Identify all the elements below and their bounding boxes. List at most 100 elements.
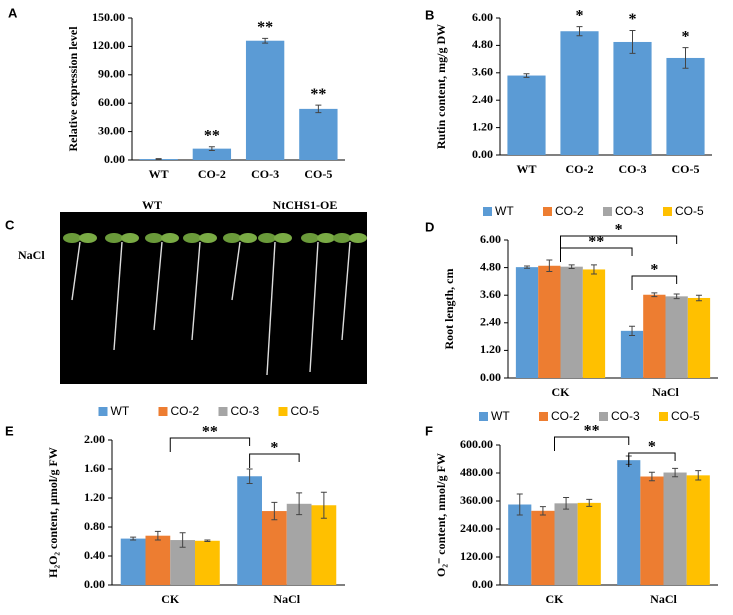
bar (666, 57, 705, 156)
significance-bracket (249, 453, 300, 468)
bar (663, 472, 687, 585)
y-tick-label: 2.40 (472, 92, 493, 106)
error-bar (271, 501, 278, 521)
error-bar (629, 325, 636, 336)
error-bar (130, 536, 137, 541)
significance-bracket (631, 275, 678, 290)
x-tick-label: CO-2 (198, 167, 226, 181)
error-bar (320, 491, 327, 519)
significance-label: * (270, 440, 278, 457)
error-bar (523, 73, 530, 78)
x-tick-label: CK (546, 592, 565, 606)
seedling-leaf (239, 233, 257, 243)
legend-swatch (543, 207, 552, 216)
significance-label: * (682, 28, 690, 45)
error-bar (246, 468, 253, 484)
x-tick-label: CO-3 (251, 167, 279, 181)
legend-swatch (479, 412, 488, 421)
significance-bracket (554, 436, 630, 451)
error-bar (586, 498, 593, 507)
bar (687, 297, 711, 378)
x-tick-label: CO-2 (566, 162, 594, 176)
seedling-leaf (79, 233, 97, 243)
significance-label: ** (204, 127, 220, 144)
significance-label: ** (310, 86, 326, 103)
y-tick-label: 150.00 (92, 10, 125, 24)
bar (507, 75, 546, 155)
photo-group-label: NtCHS1-OE (273, 198, 338, 212)
y-tick-label: 4.80 (472, 37, 493, 51)
error-bar (524, 265, 531, 269)
y-tick-label: 4.80 (480, 259, 501, 273)
significance-label: * (629, 11, 637, 28)
panel-letter: F (425, 423, 433, 438)
x-tick-label: CK (161, 592, 180, 606)
error-bar (590, 264, 597, 275)
bar (195, 540, 220, 585)
bar (613, 41, 652, 155)
y-tick-label: 3.60 (480, 287, 501, 301)
x-tick-label: CK (552, 385, 571, 399)
seedling-leaf (223, 233, 241, 243)
bar (538, 265, 561, 378)
x-tick-label: NaCl (650, 592, 677, 606)
y-tick-label: 1.60 (84, 461, 105, 475)
bar (620, 330, 644, 378)
seedling-leaf (301, 233, 319, 243)
x-tick-label: CO-5 (672, 162, 700, 176)
significance-label: ** (588, 234, 604, 251)
y-axis-label: Rutin content, mg/g DW (434, 24, 448, 149)
y-axis-label: H₂O₂ content, μmol/g FW (46, 447, 60, 578)
legend-label: WT (491, 409, 510, 423)
bar (617, 460, 641, 585)
error-bar (208, 146, 215, 152)
error-bar (673, 293, 680, 300)
error-bar (516, 493, 523, 516)
seedling-leaf (183, 233, 201, 243)
y-tick-label: 240.00 (460, 521, 493, 535)
seedling-root (266, 241, 276, 376)
error-bar (546, 259, 553, 273)
panel-letter: D (425, 219, 434, 234)
y-tick-label: 90.00 (98, 67, 125, 81)
y-tick-label: 6.00 (480, 232, 501, 246)
significance-label: * (615, 222, 623, 239)
seedling-leaf (121, 233, 139, 243)
seedling-root (309, 241, 319, 373)
panel-letter: E (5, 423, 14, 438)
bar (640, 476, 664, 585)
significance-bracket (169, 437, 251, 452)
legend-label: CO-5 (675, 204, 704, 218)
legend-swatch (278, 407, 288, 416)
y-tick-label: 0.80 (84, 519, 105, 533)
bar (192, 148, 232, 160)
y-tick-label: 6.00 (472, 10, 493, 24)
significance-label: * (576, 7, 584, 24)
legend-swatch (659, 412, 668, 421)
legend-swatch (158, 407, 168, 416)
significance-label: ** (584, 423, 600, 440)
bar (286, 503, 312, 585)
legend-label: CO-3 (231, 404, 260, 418)
seedling-leaf (145, 233, 163, 243)
y-tick-label: 30.00 (98, 123, 125, 137)
legend-swatch (483, 207, 492, 216)
y-tick-label: 600.00 (460, 437, 493, 451)
error-bar (576, 26, 583, 37)
bar (577, 502, 601, 585)
photo-group-label: WT (142, 198, 162, 212)
bar (261, 511, 287, 585)
y-axis-label: Relative expression level (66, 26, 80, 152)
x-tick-label: CO-3 (619, 162, 647, 176)
y-axis-label: Root length, cm (442, 269, 456, 350)
bar (299, 108, 338, 160)
bar (515, 267, 539, 378)
legend-label: CO-3 (611, 409, 640, 423)
seedling-leaf (105, 233, 123, 243)
seedling-root (113, 241, 123, 351)
seedling-leaf (317, 233, 335, 243)
y-tick-label: 1.20 (84, 490, 105, 504)
y-tick-label: 2.00 (84, 432, 105, 446)
bar (643, 294, 666, 378)
